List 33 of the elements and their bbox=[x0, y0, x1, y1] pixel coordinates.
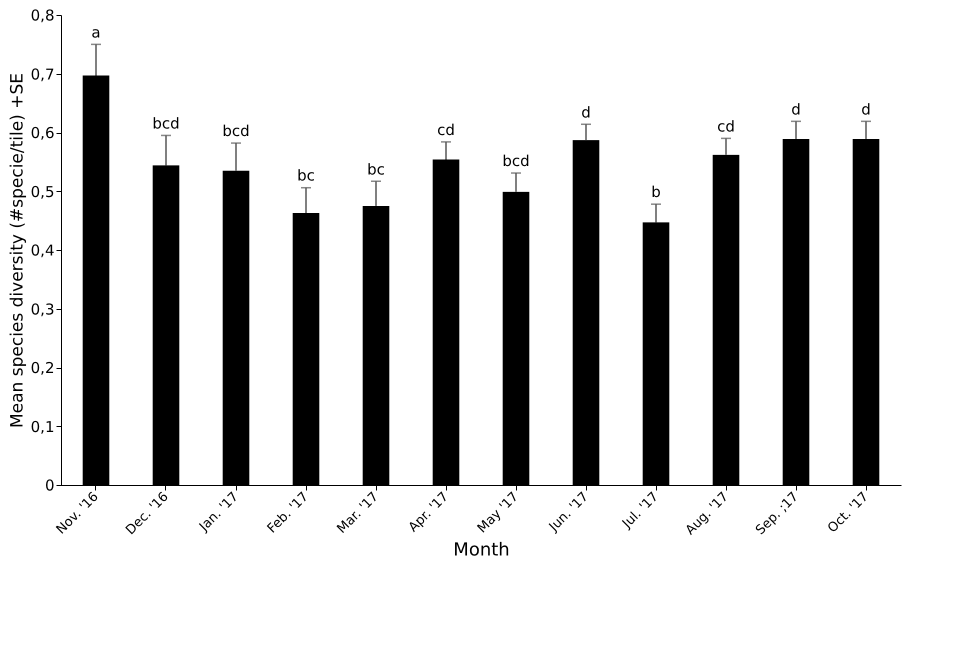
y-tick-label: 0,4 bbox=[30, 242, 54, 260]
y-tick-label: 0 bbox=[44, 476, 54, 494]
x-tick-label: Jun. '17 bbox=[546, 490, 592, 536]
annotation: b bbox=[651, 183, 661, 202]
x-tick-label: Nov. '16 bbox=[54, 490, 102, 538]
y-tick-label: 0,6 bbox=[30, 124, 54, 142]
x-tick-label: Oct. '17 bbox=[825, 490, 872, 536]
annotation: bc bbox=[367, 160, 385, 178]
y-tick-label: 0,8 bbox=[30, 6, 54, 24]
annotation: d bbox=[581, 103, 591, 122]
x-tick-label: Mar. '17 bbox=[334, 490, 382, 537]
x-tick-label: Feb. '17 bbox=[264, 490, 312, 537]
annotation: bcd bbox=[502, 152, 530, 170]
y-tick-label: 0,2 bbox=[30, 359, 54, 377]
x-tick-label: Jul. '17 bbox=[619, 490, 662, 532]
x-tick-label: Sep. ;17 bbox=[753, 490, 802, 538]
y-tick-label: 0,7 bbox=[30, 65, 54, 84]
x-tick-label: Dec. '16 bbox=[123, 490, 172, 538]
annotation: a bbox=[91, 23, 101, 42]
annotation: cd bbox=[437, 120, 455, 139]
x-axis-title: Month bbox=[453, 539, 510, 560]
y-axis-title: Mean species diversity (#specie/tile) +SE bbox=[8, 73, 28, 428]
y-tick-label: 0,5 bbox=[30, 182, 54, 201]
y-tick-label: 0,1 bbox=[30, 418, 54, 436]
annotation: bcd bbox=[152, 114, 180, 132]
annotation: d bbox=[791, 100, 801, 118]
y-tick-label: 0,3 bbox=[30, 300, 54, 318]
x-tick-label: Jan. '17 bbox=[196, 490, 242, 536]
x-tick-label: Apr. '17 bbox=[406, 490, 452, 536]
annotation: bcd bbox=[222, 122, 250, 140]
annotation: d bbox=[861, 100, 871, 118]
annotation: cd bbox=[717, 117, 735, 136]
annotation: bc bbox=[297, 166, 315, 185]
